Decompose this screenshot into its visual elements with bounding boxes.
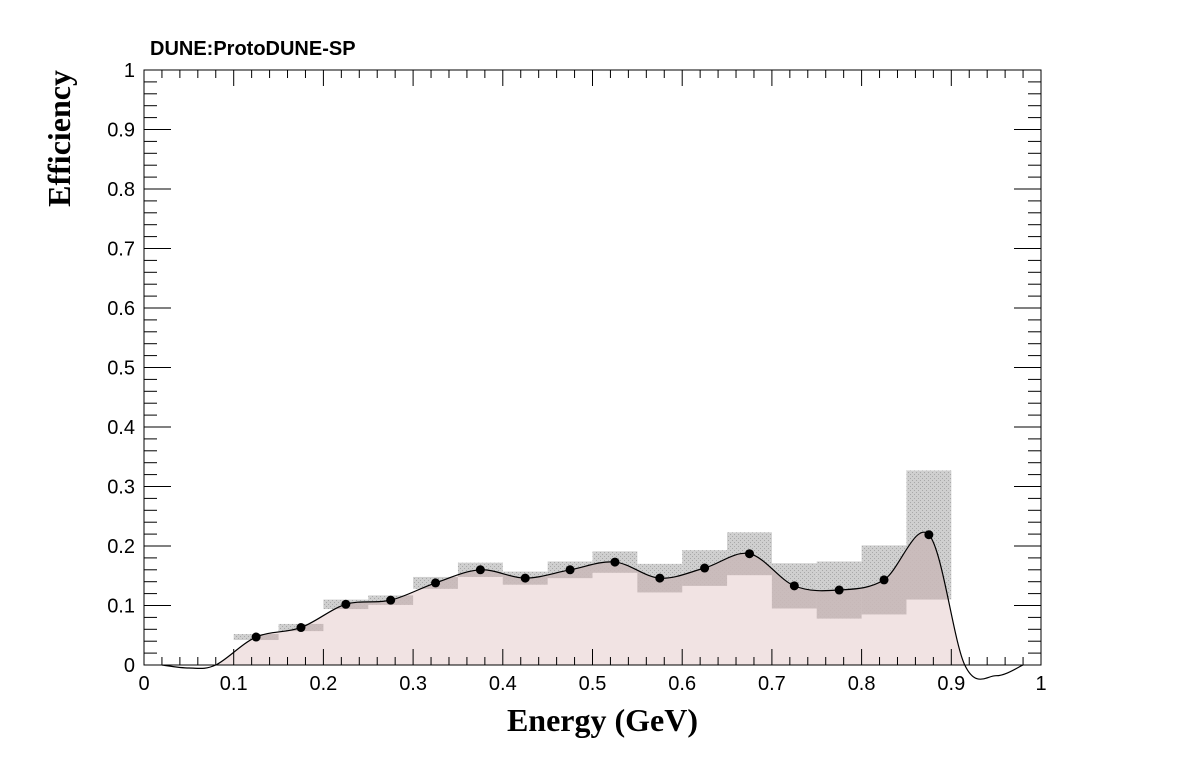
data-point-11 xyxy=(744,549,754,559)
curve-layer xyxy=(161,531,1024,680)
x-tick-label-6: 0.6 xyxy=(668,673,696,695)
data-point-7 xyxy=(565,565,575,575)
data-point-3 xyxy=(386,595,396,605)
x-tick-label-0: 0 xyxy=(138,673,149,695)
y-tick-label-1: 0.1 xyxy=(107,596,135,618)
x-tick-label-7: 0.7 xyxy=(758,673,786,695)
y-tick-label-3: 0.3 xyxy=(107,477,135,499)
data-point-13 xyxy=(834,585,844,595)
chart-title: DUNE:ProtoDUNE-SP xyxy=(150,38,356,60)
y-tick-label-4: 0.4 xyxy=(107,417,135,439)
y-tick-label-7: 0.7 xyxy=(107,239,135,261)
y-tick-label-9: 0.9 xyxy=(107,120,135,142)
x-tick-label-9: 0.9 xyxy=(937,673,965,695)
x-axis-title: Energy (GeV) xyxy=(507,702,698,738)
x-tick-label-8: 0.8 xyxy=(848,673,876,695)
data-markers xyxy=(251,530,934,642)
efficiency-curve xyxy=(161,531,1024,680)
y-tick-label-2: 0.2 xyxy=(107,536,135,558)
y-tick-label-0: 0 xyxy=(124,655,135,677)
data-point-10 xyxy=(700,563,710,573)
data-point-0 xyxy=(251,632,261,642)
y-tick-label-5: 0.5 xyxy=(107,358,135,380)
y-tick-label-6: 0.6 xyxy=(107,298,135,320)
x-tick-label-2: 0.2 xyxy=(309,673,337,695)
x-tick-label-3: 0.3 xyxy=(399,673,427,695)
x-tick-label-4: 0.4 xyxy=(489,673,517,695)
y-axis-title: Efficiency xyxy=(41,70,77,207)
x-tick-label-1: 0.1 xyxy=(220,673,248,695)
data-point-15 xyxy=(924,530,934,540)
data-point-8 xyxy=(610,557,620,567)
data-point-14 xyxy=(879,575,889,585)
axis-ticks xyxy=(143,69,1042,666)
data-point-12 xyxy=(789,581,799,591)
x-tick-label-5: 0.5 xyxy=(579,673,607,695)
curve-fill xyxy=(161,532,1024,665)
data-point-5 xyxy=(475,565,485,575)
data-point-4 xyxy=(431,578,441,588)
x-tick-label-10: 1 xyxy=(1035,673,1046,695)
x-axis-tick-labels: 0 0.1 0.2 0.3 0.4 0.5 0.6 0.7 0.8 0.9 1 xyxy=(138,673,1046,695)
curve-area xyxy=(161,532,1024,665)
data-point-9 xyxy=(655,573,665,583)
data-point-1 xyxy=(296,623,306,633)
y-axis-tick-labels: 0 0.1 0.2 0.3 0.4 0.5 0.6 0.7 0.8 0.9 1 xyxy=(107,60,135,677)
y-tick-label-10: 1 xyxy=(124,60,135,82)
data-point-6 xyxy=(520,573,530,583)
data-point-2 xyxy=(341,599,351,609)
y-tick-label-8: 0.8 xyxy=(107,179,135,201)
